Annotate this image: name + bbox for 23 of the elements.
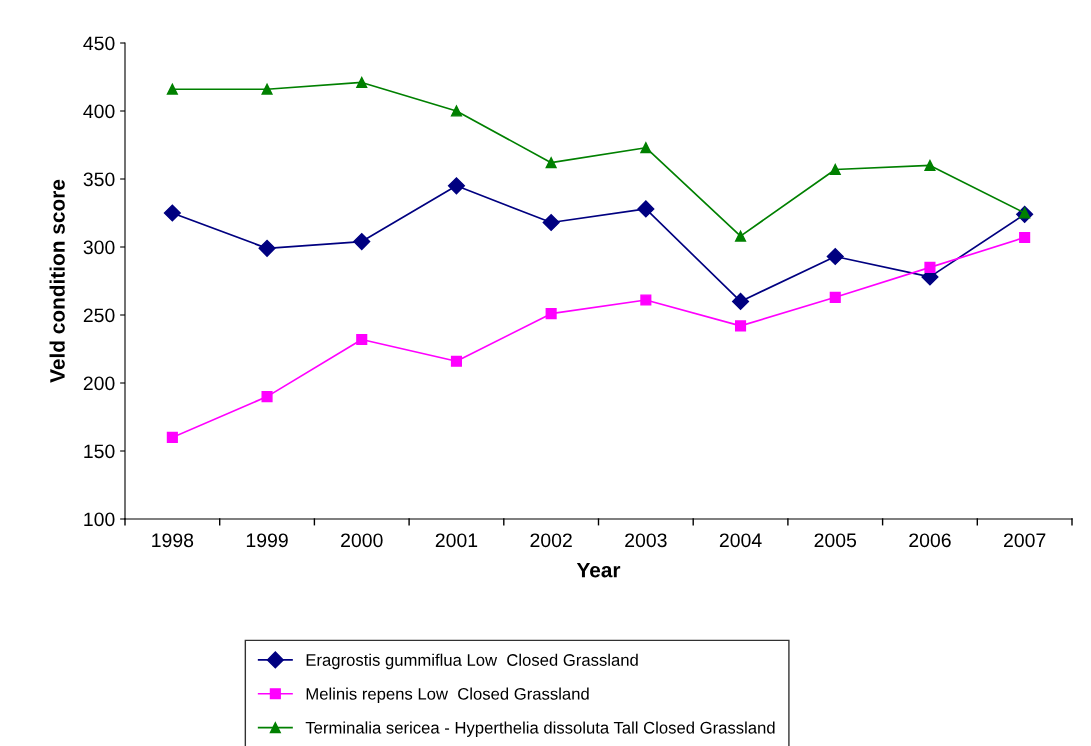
y-tick-label: 150	[84, 444, 115, 459]
legend-label: Eragrostis gummiflua Low Closed Grassland	[306, 653, 638, 670]
x-tick-label: 2007	[1004, 533, 1046, 548]
x-tick-label: 2004	[719, 533, 762, 548]
x-tick-label: 2002	[530, 533, 572, 548]
x-tick-label: 2005	[814, 533, 857, 548]
legend-label: Melinis repens Low Closed Grassland	[306, 687, 589, 704]
x-tick-label: 2000	[341, 533, 383, 548]
x-tick-label: 2006	[909, 533, 951, 548]
y-tick-label: 400	[83, 104, 115, 119]
x-axis-title: Year	[576, 562, 621, 578]
x-tick-label: 1998	[152, 533, 194, 548]
y-tick-label: 100	[84, 512, 115, 527]
y-tick-label: 350	[83, 172, 115, 187]
x-tick-label: 2001	[435, 533, 478, 548]
x-tick-label: 2003	[625, 533, 667, 548]
y-tick-label: 300	[83, 240, 115, 255]
x-tick-label: 1999	[246, 533, 288, 548]
y-axis-title: Veld condition score	[49, 179, 65, 383]
y-tick-label: 200	[83, 376, 115, 391]
y-tick-label: 450	[83, 36, 115, 51]
y-tick-label: 250	[83, 308, 115, 323]
legend-label: Terminalia sericea - Hyperthelia dissoluta Tall Closed Grassland	[305, 721, 775, 737]
